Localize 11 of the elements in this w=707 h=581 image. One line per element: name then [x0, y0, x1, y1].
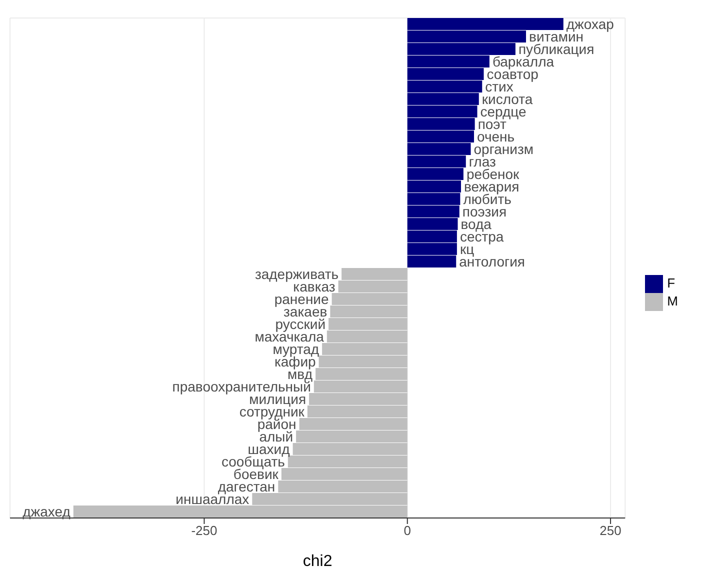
- y-tick-label: джахед: [22, 503, 70, 520]
- legend-label: F: [667, 275, 676, 290]
- y-tick-label: поэзия: [462, 203, 507, 220]
- x-tick-label: 0: [404, 523, 411, 538]
- x-tick-label: 250: [600, 523, 622, 538]
- x-tick-label: -250: [191, 523, 218, 538]
- y-tick-label: очень: [477, 128, 515, 144]
- y-tick-label: милиция: [249, 390, 306, 407]
- y-tick-label: публикация: [518, 40, 594, 57]
- x-axis-title: chi2: [302, 553, 332, 570]
- legend-label: M: [667, 293, 678, 308]
